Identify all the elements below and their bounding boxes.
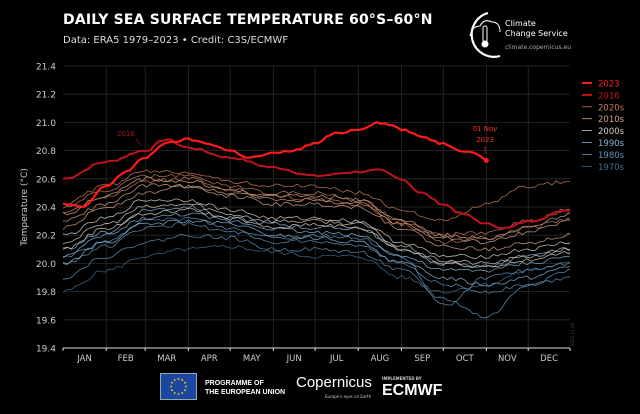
eu-star	[181, 392, 184, 394]
eu-star	[171, 381, 173, 384]
y-axis-label: Temperature (°C)	[20, 168, 30, 247]
y-tick-label: 21.4	[36, 63, 56, 73]
eu-programme-text: PROGRAMME OF THE EUROPEAN UNION	[205, 380, 286, 396]
year-line-1980s	[62, 221, 571, 294]
y-tick-label: 20.2	[36, 232, 56, 242]
year-line-2020s	[62, 173, 571, 238]
eu-star	[184, 381, 186, 384]
year-line-1990s	[62, 219, 571, 287]
y-tick-label: 19.4	[36, 345, 56, 355]
x-tick-label: MAY	[243, 354, 261, 364]
y-tick-labels: 19.4 19.6 19.8 20.0 20.2 20.4 20.6 20.8 21.0 21.2…	[36, 63, 56, 355]
y-tick-label: 20.6	[36, 175, 56, 185]
legend-label-2016: 2016	[598, 91, 620, 101]
x-tick-label: SEP	[414, 354, 430, 364]
y-tick-label: 20.8	[36, 147, 56, 157]
legend-label-2020s: 2020s	[598, 103, 625, 113]
x-tick-label: DEC	[540, 354, 558, 364]
ecmwf-logo: ECMWF	[382, 382, 443, 399]
year-line-2020s	[62, 176, 571, 245]
copernicus-tagline: Europe's eyes on Earth	[325, 394, 372, 399]
eu-star	[177, 378, 180, 380]
annotation-2016-arrow	[135, 138, 142, 146]
x-tick-label: FEB	[118, 354, 134, 364]
copernicus-logo: Copernicus	[296, 374, 372, 391]
eu-star	[177, 393, 180, 395]
chart-title: DAILY SEA SURFACE TEMPERATURE 60°S–60°N	[63, 12, 433, 28]
year-line-1970s	[62, 245, 571, 294]
legend-label-1970s: 1970s	[598, 163, 625, 173]
y-tick-label: 19.8	[36, 288, 56, 298]
series-2023-endpoint	[483, 157, 489, 163]
y-tick-label: 21.2	[36, 91, 56, 101]
legend-label-1980s: 1980s	[598, 151, 625, 161]
x-tick-label: JUL	[329, 354, 344, 364]
annotation-2023-date: 01 Nov	[473, 125, 498, 133]
eu-star	[170, 385, 172, 388]
eu-star	[184, 389, 186, 392]
eu-flag-logo	[160, 373, 197, 400]
stamp: 2023-11-06	[570, 322, 575, 346]
highlight-lines	[62, 120, 571, 230]
year-line-2000s	[62, 203, 571, 265]
year-line-2000s	[62, 207, 571, 269]
x-axis: JAN FEB MAR APR MAY JUN JUL AUG SEP OCT NOV DEC	[62, 347, 571, 364]
eu-star	[181, 379, 184, 381]
year-line-2020s	[62, 169, 570, 222]
year-line-1980s	[62, 216, 571, 306]
series-line-2016	[62, 138, 571, 230]
y-tick-label: 21.0	[36, 119, 56, 129]
eu-star	[173, 392, 176, 394]
service-url: climate.copernicus.eu	[505, 44, 572, 51]
legend-label-2000s: 2000s	[598, 127, 625, 137]
annotation-2016: 2016	[117, 130, 135, 138]
x-tick-label: JAN	[76, 354, 92, 364]
chart-subtitle: Data: ERA5 1979–2023 • Credit: C3S/ECMWF	[63, 35, 289, 46]
y-tick-label: 20.4	[36, 204, 56, 214]
x-tick-label: JUN	[286, 354, 302, 364]
eu-star	[185, 385, 187, 388]
annotation-2023-year: 2023	[476, 136, 494, 144]
year-line-2000s	[62, 198, 571, 259]
year-line-1990s	[62, 212, 570, 273]
legend-label-1990s: 1990s	[598, 139, 625, 149]
year-line-1980s	[62, 233, 571, 319]
legend-label-2023: 2023	[598, 80, 620, 90]
annotations: 2016 01 Nov 2023	[117, 125, 497, 154]
year-line-1990s	[62, 204, 571, 268]
climate-change-service-name: Climate Change Service	[505, 19, 568, 38]
implemented-by-label: IMPLEMENTED BY	[382, 376, 422, 381]
y-tick-label: 20.0	[36, 260, 56, 270]
x-tick-label: AUG	[371, 354, 390, 364]
background-year-lines	[62, 169, 571, 319]
x-tick-label: APR	[201, 354, 218, 364]
grid	[63, 65, 570, 349]
x-tick-label: MAR	[157, 354, 176, 364]
y-tick-label: 19.6	[36, 316, 56, 326]
eu-star	[171, 389, 173, 392]
legend-label-2010s: 2010s	[598, 115, 625, 125]
eu-star	[173, 379, 176, 381]
climate-change-service-logo	[469, 11, 501, 58]
series-line-2023	[62, 120, 487, 209]
x-tick-label: OCT	[456, 354, 475, 364]
year-line-2010s	[62, 184, 571, 252]
x-tick-label: NOV	[498, 354, 517, 364]
